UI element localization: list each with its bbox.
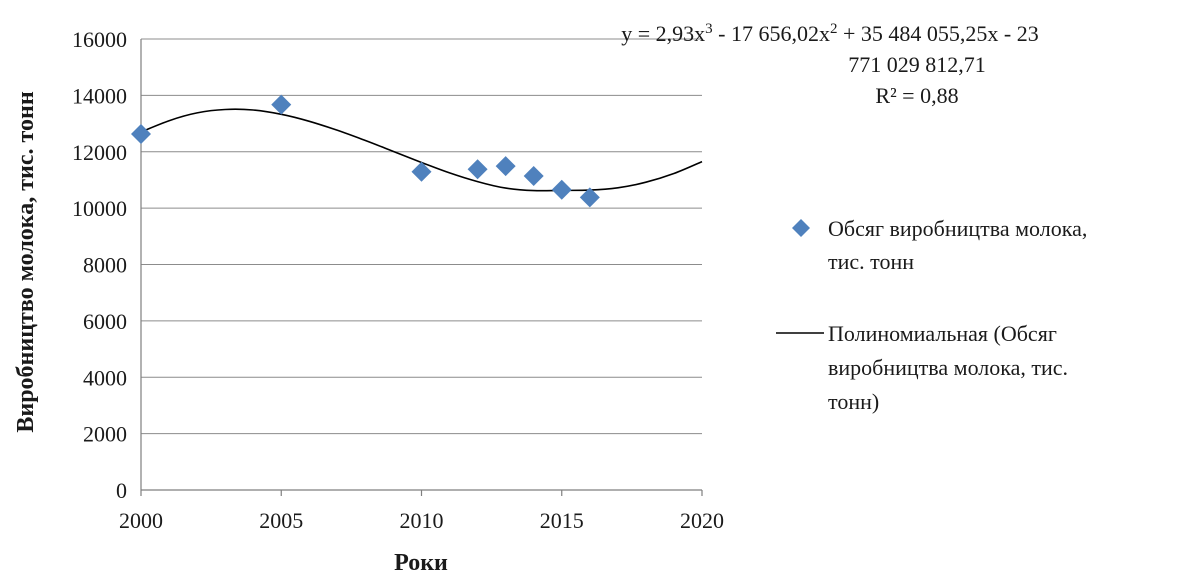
data-point xyxy=(495,156,516,177)
x-tick-label: 2005 xyxy=(259,508,303,533)
data-point xyxy=(411,161,432,182)
eq-exp2: 2 xyxy=(830,21,838,37)
equation-line-2: 771 029 812,71 xyxy=(848,52,986,77)
eq-mid1: - 17 656,02x xyxy=(713,21,830,46)
legend-label-series-line-1: Обсяг виробництва молока, xyxy=(828,216,1087,241)
legend-label-trendline: Полиномиальная (Обсяг виробництва молока… xyxy=(828,321,1074,414)
y-tick-label: 14000 xyxy=(72,83,127,108)
legend-item-series: Обсяг виробництва молока, тис. тонн xyxy=(792,216,1093,274)
gridlines xyxy=(141,38,702,435)
data-point xyxy=(467,159,488,180)
y-tick-label: 4000 xyxy=(83,365,127,390)
legend-label-trendline-line-3: тонн) xyxy=(828,389,879,414)
legend-label-series-line-2: тис. тонн xyxy=(828,249,914,274)
legend-marker-diamond-icon xyxy=(792,219,810,237)
data-point xyxy=(551,179,572,200)
y-tick-label: 10000 xyxy=(72,196,127,221)
x-tick-label: 2020 xyxy=(680,508,724,533)
y-tick-label: 2000 xyxy=(83,422,127,447)
y-tick-label: 6000 xyxy=(83,309,127,334)
y-tick-labels: 0 2000 4000 6000 8000 10000 12000 14000 16000 xyxy=(72,27,127,503)
legend-label-trendline-line-2: виробництва молока, тис. xyxy=(828,355,1068,380)
x-axis-title: Роки xyxy=(394,550,448,572)
eq-prefix: y = 2,93x xyxy=(621,21,705,46)
trend-equation: y = 2,93x3 - 17 656,02x2 + 35 484 055,25… xyxy=(621,21,1038,108)
data-points xyxy=(131,94,600,208)
data-point xyxy=(523,165,544,186)
legend: Обсяг виробництва молока, тис. тонн Поли… xyxy=(776,216,1093,414)
x-tick-label: 2015 xyxy=(540,508,584,533)
y-tick-label: 0 xyxy=(116,478,127,503)
legend-label-trendline-line-1: Полиномиальная (Обсяг xyxy=(828,321,1057,346)
r-squared: R² = 0,88 xyxy=(875,83,958,108)
x-tick-labels: 2000 2005 2010 2015 2020 xyxy=(119,508,724,533)
equation-line-1: y = 2,93x3 - 17 656,02x2 + 35 484 055,25… xyxy=(621,21,1038,46)
eq-tail: + 35 484 055,25x - 23 xyxy=(838,21,1039,46)
legend-item-trendline: Полиномиальная (Обсяг виробництва молока… xyxy=(776,321,1074,414)
data-point xyxy=(131,123,151,144)
x-tick-label: 2000 xyxy=(119,508,163,533)
y-tick-label: 8000 xyxy=(83,253,127,278)
eq-exp1: 3 xyxy=(705,21,713,37)
y-axis-title: Виробництво молока, тис. тонн xyxy=(13,91,39,432)
y-tick-label: 12000 xyxy=(72,140,127,165)
axes xyxy=(140,39,703,496)
legend-label-series: Обсяг виробництва молока, тис. тонн xyxy=(828,216,1093,274)
y-tick-label: 16000 xyxy=(72,27,127,52)
data-point xyxy=(271,94,292,115)
data-point xyxy=(579,187,600,208)
x-tick-label: 2010 xyxy=(400,508,444,533)
